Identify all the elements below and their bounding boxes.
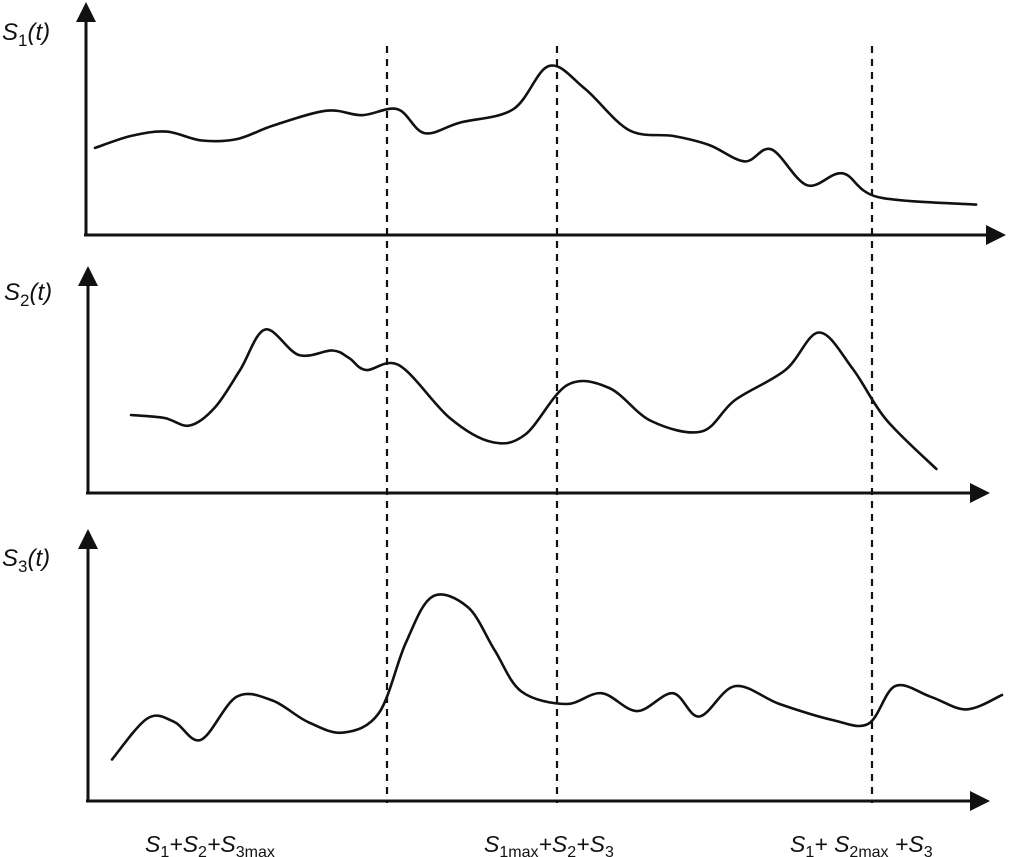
- sum-label-s1-max: S1max+S2+S3: [484, 831, 614, 857]
- s2-signal-curve: [129, 328, 938, 471]
- s1-axis-label: S1(t): [2, 19, 50, 50]
- s1-signal-curve: [93, 64, 978, 206]
- panel-s3: S3(t): [2, 529, 1004, 811]
- sum-label-s2-max: S1+ S2max +S3: [790, 831, 933, 857]
- sum-label-s3-max: S1+S2+S3max: [145, 831, 275, 857]
- s2-y-axis-arrow: [78, 266, 98, 286]
- s1-x-axis-arrow: [986, 225, 1006, 245]
- s1-y-axis-arrow: [76, 2, 96, 22]
- s3-x-axis-arrow: [970, 791, 990, 811]
- s3-axis-label: S3(t): [2, 545, 50, 576]
- s3-y-axis-arrow: [78, 529, 98, 549]
- s2-axis-label: S2(t): [4, 279, 52, 310]
- s3-signal-curve: [110, 593, 1004, 761]
- s2-x-axis-arrow: [970, 483, 990, 503]
- panel-s2: S2(t): [4, 266, 990, 503]
- panel-s1: S1(t): [2, 2, 1006, 245]
